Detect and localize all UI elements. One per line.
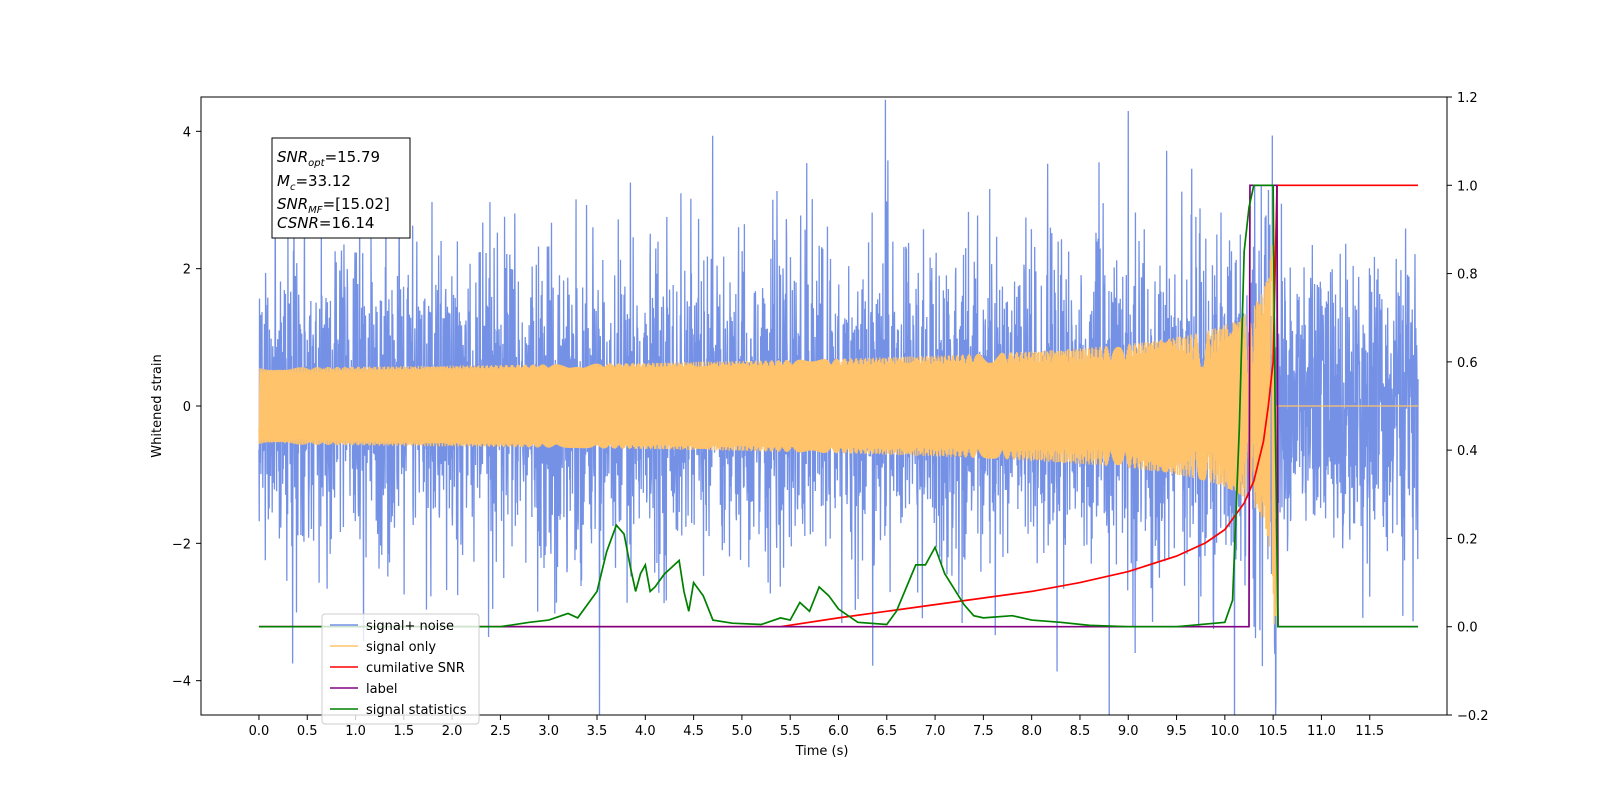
x-tick-label: 8.5 <box>1070 724 1091 739</box>
y2-tick-label: 1.2 <box>1457 91 1478 106</box>
annotation-snr-opt: SNRopt=15.79 <box>277 148 380 169</box>
x-axis-label: Time (s) <box>795 744 849 759</box>
x-tick-label: 11.0 <box>1307 724 1336 739</box>
x-tick-label: 8.0 <box>1021 724 1042 739</box>
legend-entry-signal-only: signal only <box>330 640 436 655</box>
y-tick-label: 2 <box>183 263 191 278</box>
x-tick-label: 4.5 <box>683 724 704 739</box>
x-tick-label: 11.5 <box>1355 724 1384 739</box>
series-signal-only <box>258 245 1419 625</box>
x-tick-label: 6.5 <box>876 724 897 739</box>
legend-box <box>321 613 480 725</box>
annotation-snr-mf: SNRMF=[15.02] <box>277 195 390 216</box>
legend: signal+ noise signal only cumilative SNR… <box>321 613 480 725</box>
x-tick-label: 9.0 <box>1118 724 1139 739</box>
x-tick-label: 1.5 <box>393 724 414 739</box>
y2-tick-label: −0.2 <box>1457 709 1489 724</box>
svg-text:signal statistics: signal statistics <box>366 703 467 718</box>
stats-annotation: SNRopt=15.79 Mc=33.12 SNRMF=[15.02] CSNR… <box>271 137 411 239</box>
annotation-csnr: CSNR=16.14 <box>277 214 374 232</box>
svg-text:signal only: signal only <box>366 640 436 655</box>
legend-entry-signal-noise: signal+ noise <box>330 619 454 634</box>
x-tick-label: 10.0 <box>1210 724 1239 739</box>
x-tick-label: 5.5 <box>780 724 801 739</box>
y2-tick-label: 1.0 <box>1457 179 1478 194</box>
x-tick-label: 6.0 <box>828 724 849 739</box>
y-tick-label: 0 <box>183 400 191 415</box>
series-cumilative-snr <box>258 184 1419 628</box>
x-tick-label: 10.5 <box>1259 724 1288 739</box>
y2-tick-label: 0.2 <box>1457 532 1478 547</box>
y-tick-label: 4 <box>183 125 191 140</box>
legend-entry-signal-statistics: signal statistics <box>330 703 467 718</box>
x-tick-label: 5.0 <box>732 724 753 739</box>
x-tick-label: 3.5 <box>587 724 608 739</box>
y-axis-left: −4 −2 0 2 4 <box>172 125 201 690</box>
svg-text:label: label <box>366 682 397 697</box>
annotation-box <box>271 137 411 239</box>
plot-area <box>258 99 1419 715</box>
y-axis-label: Whitened strain <box>150 354 165 457</box>
x-tick-label: 7.0 <box>925 724 946 739</box>
annotation-mc: Mc=33.12 <box>277 172 351 193</box>
svg-text:cumilative SNR: cumilative SNR <box>366 661 465 676</box>
x-axis: 0.0 0.5 1.0 1.5 2.0 2.5 3.0 3.5 4.0 4.5 5.0 5.5 6.0 6… <box>249 715 1384 739</box>
svg-text:signal+ noise: signal+ noise <box>366 619 454 634</box>
legend-entry-cumilative-snr: cumilative SNR <box>330 661 465 676</box>
x-tick-label: 1.0 <box>345 724 366 739</box>
y2-tick-label: 0.4 <box>1457 444 1478 459</box>
y-axis-right: −0.2 0.0 0.2 0.4 0.6 0.8 1.0 1.2 <box>1447 91 1489 724</box>
x-tick-label: 7.5 <box>973 724 994 739</box>
y2-tick-label: 0.8 <box>1457 268 1478 283</box>
x-tick-label: 9.5 <box>1166 724 1187 739</box>
y2-tick-label: 0.6 <box>1457 356 1478 371</box>
y-tick-label: −2 <box>172 537 191 552</box>
series-signal-statistics <box>258 184 1419 628</box>
legend-entry-label: label <box>330 682 397 697</box>
x-tick-label: 2.0 <box>442 724 463 739</box>
x-tick-label: 0.0 <box>249 724 270 739</box>
x-tick-label: 4.0 <box>635 724 656 739</box>
x-tick-label: 2.5 <box>490 724 511 739</box>
y-tick-label: −4 <box>172 675 191 690</box>
y2-tick-label: 0.0 <box>1457 621 1478 636</box>
x-tick-label: 3.0 <box>538 724 559 739</box>
x-tick-label: 0.5 <box>297 724 318 739</box>
